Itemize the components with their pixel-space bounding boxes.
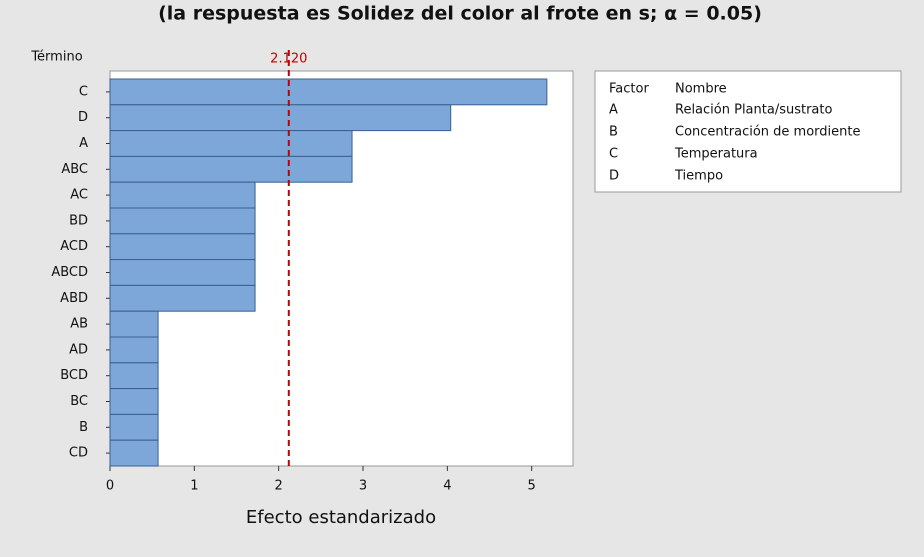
legend-cell: A [609,103,618,118]
y-tick-label: BC [70,394,88,409]
legend-cell: Relación Planta/sustrato [675,103,833,118]
bar [109,362,159,390]
y-tick-label: B [79,420,88,435]
legend-cell: Tiempo [674,169,723,184]
chart-title: (la respuesta es Solidez del color al fr… [158,3,762,25]
bar [109,104,452,132]
y-tick-label: BCD [60,368,88,383]
bar [109,181,256,209]
y-tick-label: AB [70,317,88,332]
legend-cell: B [609,125,618,140]
legend-cell: Temperatura [674,147,758,162]
reference-label: 2.120 [270,52,307,67]
y-tick-label: AC [70,188,88,203]
y-tick-label: D [78,110,88,125]
y-tick-label: ABD [60,291,88,306]
bar [109,259,256,286]
bar [109,336,159,364]
x-tick-label: 2 [275,479,283,494]
bar [109,233,256,261]
bar [109,439,159,467]
x-tick-label: 0 [106,479,114,494]
bar [109,388,159,415]
bar [109,207,256,235]
legend-box [594,70,902,193]
legend-header: Factor [609,82,649,97]
bar [109,78,548,106]
bar [109,155,353,183]
y-tick-label: C [79,84,88,99]
legend-cell: D [609,169,619,184]
bar [109,310,159,338]
x-tick-label: 5 [528,479,536,494]
y-tick-label: CD [69,446,88,461]
y-axis-title: Término [30,50,82,65]
x-tick-label: 1 [190,479,198,494]
legend-cell: C [609,147,618,162]
x-tick-label: 4 [443,479,451,494]
y-tick-label: AD [69,342,88,357]
y-tick-label: ACD [60,239,88,254]
y-tick-label: BD [69,213,88,228]
bar [109,130,353,157]
bar [109,413,159,441]
bar [109,284,256,312]
legend-cell: Concentración de mordiente [675,125,860,140]
legend-header: Nombre [675,82,727,97]
y-tick-label: ABCD [51,265,88,280]
x-axis-title: Efecto estandarizado [246,507,436,528]
y-tick-label: ABC [61,162,88,177]
y-tick-label: A [79,136,88,151]
x-tick-label: 3 [359,479,367,494]
